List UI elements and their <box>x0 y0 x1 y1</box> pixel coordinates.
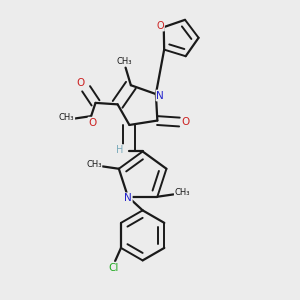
Text: O: O <box>88 118 97 128</box>
Text: O: O <box>77 79 85 88</box>
Text: CH₃: CH₃ <box>175 188 190 197</box>
Text: Cl: Cl <box>108 262 119 273</box>
Text: H: H <box>116 145 124 155</box>
Text: N: N <box>156 91 164 100</box>
Text: O: O <box>156 21 164 31</box>
Text: O: O <box>182 117 190 127</box>
Text: CH₃: CH₃ <box>59 112 74 122</box>
Text: CH₃: CH₃ <box>116 57 132 66</box>
Text: CH₃: CH₃ <box>86 160 102 169</box>
Text: N: N <box>124 193 132 203</box>
